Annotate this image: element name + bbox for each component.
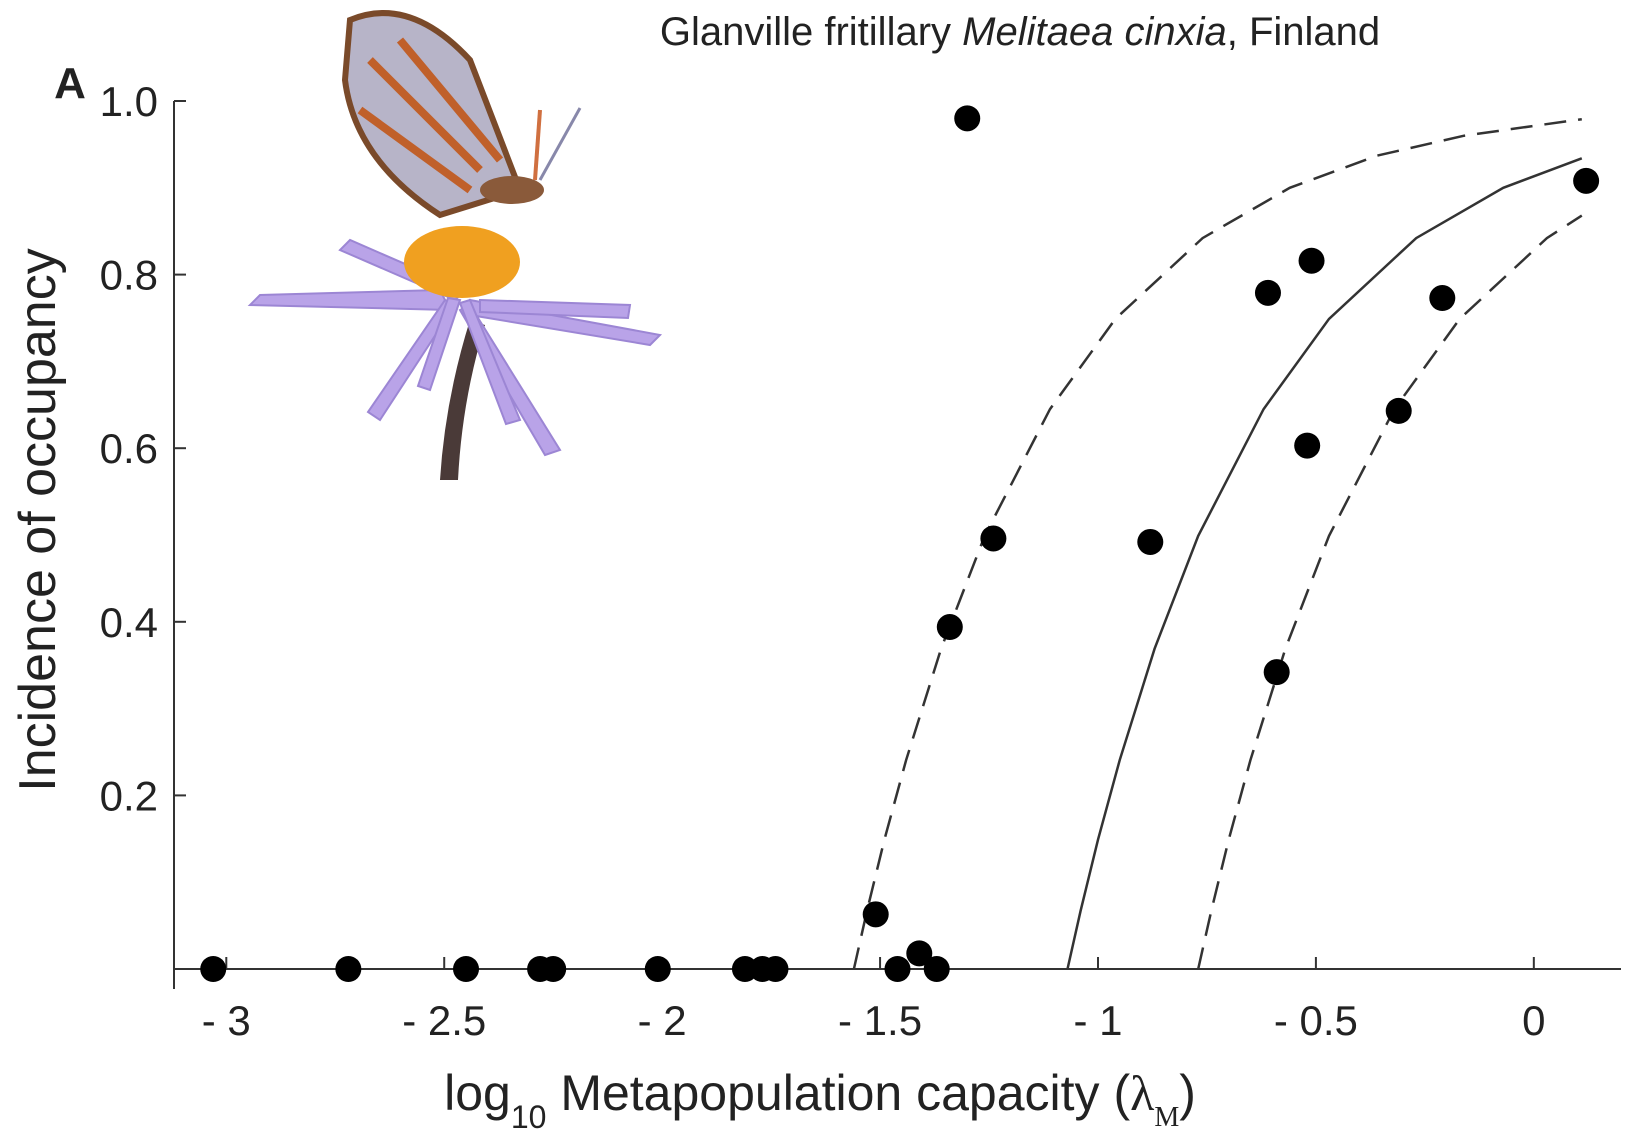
x-tick-label: 0 [1522,997,1545,1044]
data-point [906,940,933,967]
fit-curve [1066,157,1583,970]
x-label-part: M [1154,1102,1179,1133]
y-tick-label: 0.6 [100,425,158,472]
data-point [1429,285,1456,312]
data-point [862,901,889,928]
title-part: Glanville fritillary [660,10,962,54]
illustration [247,10,663,480]
data-point [936,614,963,641]
y-tick-label: 0.4 [100,599,158,646]
data-point [954,105,981,132]
x-label-part: 10 [511,1099,547,1135]
title-part: , Finland [1227,10,1380,54]
y-tick-label: 1.0 [100,78,158,125]
data-point [884,956,911,982]
data-point [923,956,950,982]
y-tick-label: 0.2 [100,772,158,819]
data-point [335,956,362,982]
fit-curve [1196,214,1583,970]
x-label-part: λ [1130,1065,1154,1121]
data-point [1385,397,1412,424]
x-axis-label: log10 Metapopulation capacity (λM) [444,1065,1196,1135]
x-tick-label: - 1.5 [838,997,922,1044]
title-part: Melitaea cinxia [962,10,1227,54]
data-point [1573,167,1600,194]
x-label-part: ) [1179,1065,1196,1121]
data-point [540,956,567,982]
x-tick-label: - 0.5 [1274,997,1358,1044]
data-point [1137,528,1164,555]
fit-curve [852,117,1582,970]
data-point [200,956,227,982]
y-tick-label: 0.8 [100,252,158,299]
x-label-part: Metapopulation capacity ( [546,1065,1130,1121]
x-tick-label: - 2.5 [402,997,486,1044]
data-point [980,525,1007,552]
data-point [762,956,789,982]
data-point [1254,279,1281,306]
panel-label: A [54,59,86,108]
data-point [1294,432,1321,459]
data-point [644,956,671,982]
data-point [1263,659,1290,686]
chart-title: Glanville fritillary Melitaea cinxia, Fi… [660,10,1380,54]
data-point [1298,247,1325,274]
y-axis-label: Incidence of occupancy [9,248,67,791]
x-label-part: log [444,1065,511,1121]
x-tick-label: - 2 [638,997,687,1044]
x-tick-label: - 3 [202,997,251,1044]
x-tick-label: - 1 [1073,997,1122,1044]
data-point [453,956,480,982]
